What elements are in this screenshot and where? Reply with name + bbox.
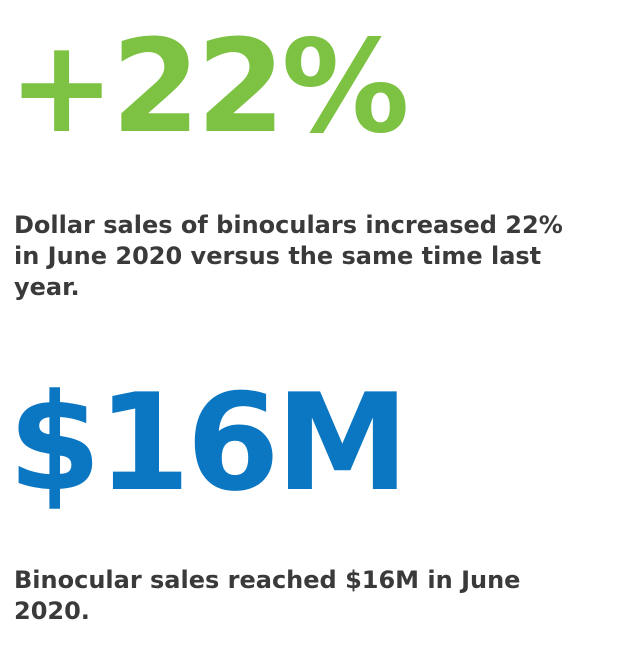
stat-figure: +22%	[8, 13, 410, 162]
stat-figure: $16M	[8, 365, 409, 521]
stat-text: Dollar sales of binoculars increased 22%…	[14, 211, 563, 301]
stat-text: Binocular sales reached $16M in June 202…	[14, 566, 521, 625]
